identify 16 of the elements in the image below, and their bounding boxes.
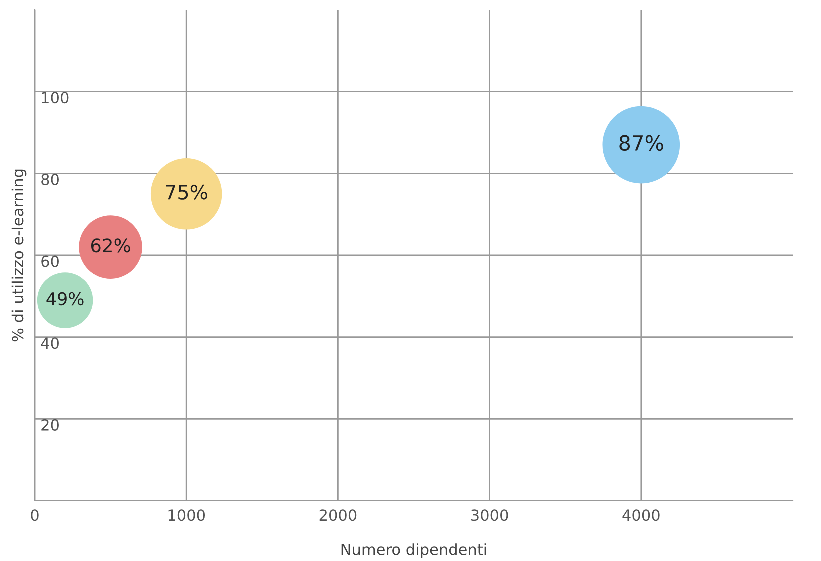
x-tick-label: 2000 — [320, 510, 357, 522]
data-label: 75% — [166, 184, 208, 200]
x-tick-label: 0 — [31, 510, 39, 522]
y-tick-label: 80 — [42, 174, 59, 186]
x-tick-label: 4000 — [622, 510, 660, 522]
data-label: 49% — [46, 292, 84, 306]
data-label: 87% — [620, 135, 664, 152]
data-label: 62% — [91, 238, 130, 253]
x-tick-label: 3000 — [472, 510, 508, 522]
x-tick-label: 1000 — [168, 510, 206, 522]
y-tick-label: 60 — [42, 256, 59, 268]
y-tick-label: 100 — [42, 92, 69, 104]
y-tick-label: 40 — [41, 338, 59, 350]
y-tick-label: 20 — [42, 419, 59, 431]
x-axis-title: Numero dipendenti — [342, 544, 486, 558]
y-axis-title: % di utilizzo e-learning — [12, 170, 27, 342]
